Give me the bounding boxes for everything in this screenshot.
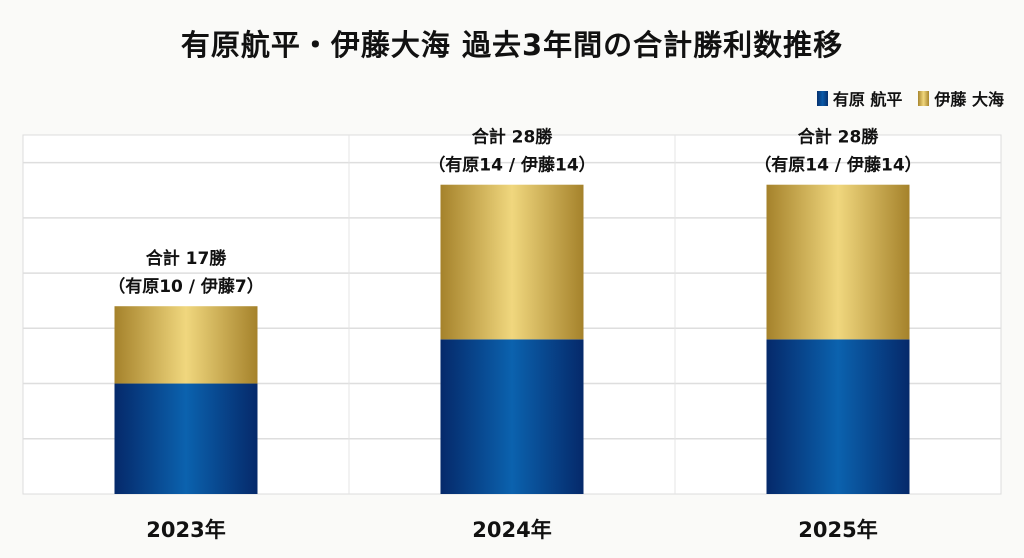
x-tick-label: 2023年 <box>146 518 225 542</box>
bar-segment-ito <box>114 306 258 384</box>
bar-segment-ito <box>766 184 910 340</box>
bar-segment-arihara <box>766 339 910 494</box>
data-label-total: 合計 17勝 <box>146 248 228 269</box>
legend: 有原 航平 伊藤 大海 <box>816 86 1004 110</box>
data-label-total: 合計 28勝 <box>798 127 880 148</box>
bar-segment-arihara <box>440 339 584 494</box>
bar-segment-arihara <box>114 383 258 494</box>
legend-item-ito: 伊藤 大海 <box>918 86 1004 110</box>
data-label-detail: （有原10 / 伊藤7） <box>108 276 264 297</box>
x-tick-label: 2025年 <box>798 518 877 542</box>
data-label-detail: （有原14 / 伊藤14） <box>428 155 595 176</box>
legend-swatch-gold <box>918 90 930 106</box>
bar-segment-ito <box>440 184 584 340</box>
data-label-detail: （有原14 / 伊藤14） <box>754 155 921 176</box>
legend-item-arihara: 有原 航平 <box>816 86 903 110</box>
data-label-total: 合計 28勝 <box>472 127 554 148</box>
legend-label: 有原 航平 <box>832 90 903 109</box>
legend-label: 伊藤 大海 <box>934 90 1004 109</box>
chart-title: 有原航平・伊藤大海 過去3年間の合計勝利数推移 <box>180 28 844 62</box>
legend-swatch-blue <box>816 90 828 106</box>
x-tick-label: 2024年 <box>472 518 551 542</box>
